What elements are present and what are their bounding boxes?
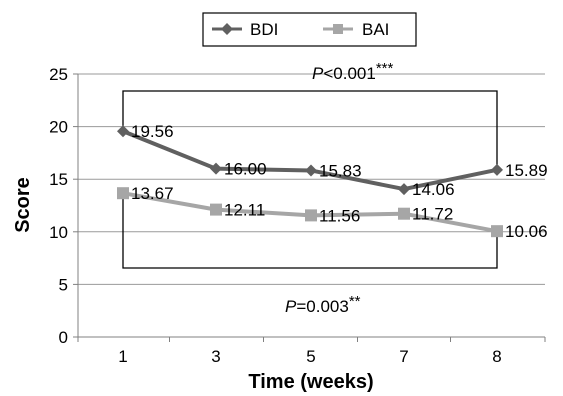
x-tick-label: 1	[118, 347, 127, 366]
y-tick-label: 5	[59, 275, 68, 294]
bai-p-value: P=0.003**	[285, 293, 361, 316]
point-bai	[117, 187, 129, 200]
bdi-significance-bracket	[122, 90, 498, 168]
x-axis-ticks: 1 3 5 7 8	[77, 337, 546, 366]
point-bdi	[210, 162, 222, 175]
point-bdi	[491, 163, 503, 176]
legend: BDI BAI	[202, 12, 417, 47]
data-label-bai: 13.67	[131, 184, 174, 203]
data-label-bai: 10.06	[505, 222, 548, 241]
data-label-bdi: 16.00	[224, 160, 267, 179]
point-bai	[210, 203, 222, 216]
y-axis-title: Score	[12, 177, 34, 233]
point-bai	[305, 209, 317, 222]
y-tick-label: 20	[49, 118, 68, 137]
data-label-bai: 11.56	[319, 206, 360, 225]
x-tick-label: 5	[306, 347, 315, 366]
data-label-bai: 11.72	[412, 205, 453, 224]
y-tick-label: 15	[49, 170, 68, 189]
point-bdi	[398, 183, 410, 196]
y-tick-label: 10	[49, 223, 68, 242]
x-axis-title: Time (weeks)	[248, 371, 373, 393]
series-group: 19.56 16.00 15.83 14.06 15.89 13.67 12.11 11.56…	[117, 122, 548, 241]
bdi-p-value: P<0.001***	[312, 60, 394, 83]
y-tick-label: 0	[59, 328, 68, 347]
bai-significance-bracket	[122, 192, 498, 269]
legend-label-bai: BAI	[362, 20, 389, 39]
point-bdi	[305, 164, 317, 177]
point-bdi	[117, 125, 129, 138]
data-label-bdi: 14.06	[412, 180, 455, 199]
legend-label-bdi: BDI	[250, 20, 278, 39]
data-label-bdi: 15.89	[505, 161, 548, 180]
legend-marker-bdi	[221, 23, 233, 35]
x-tick-label: 8	[492, 347, 501, 366]
point-bai	[398, 207, 410, 220]
y-tick-label: 25	[49, 65, 68, 84]
point-bai	[491, 225, 503, 238]
x-tick-label: 3	[211, 347, 220, 366]
x-tick-label: 7	[399, 347, 408, 366]
data-label-bdi: 15.83	[319, 161, 362, 180]
legend-marker-bai	[333, 24, 343, 34]
gridlines	[78, 73, 545, 285]
data-label-bdi: 19.56	[131, 122, 174, 141]
y-axis-ticks: 0 5 10 15 20 25	[49, 65, 78, 347]
data-label-bai: 12.11	[224, 201, 265, 220]
